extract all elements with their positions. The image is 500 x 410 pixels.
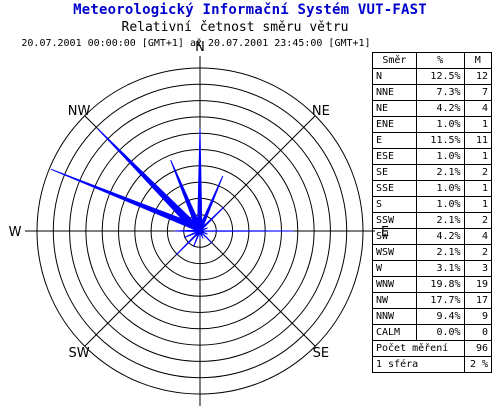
row-count: 4 <box>463 228 493 245</box>
row-count: 17 <box>463 292 493 309</box>
row-count: 7 <box>463 84 493 101</box>
time-period: 20.07.2001 00:00:00 [GMT+1] až 20.07.200… <box>21 38 371 49</box>
row-percent: 17.7% <box>415 292 465 309</box>
row-direction: W <box>372 260 417 277</box>
total-row-label: Počet měření <box>372 340 465 357</box>
row-direction: SSW <box>372 212 417 229</box>
sphere-row-label: 1 sféra <box>372 356 465 373</box>
compass-label-sw: SW <box>69 346 90 361</box>
total-row-value: 96 <box>463 340 493 357</box>
table-row: W 3.1% 3 <box>372 260 493 277</box>
row-percent: 9.4% <box>415 308 465 325</box>
row-count: 11 <box>463 132 493 149</box>
row-direction: CALM <box>372 324 417 341</box>
rose-area <box>50 128 294 256</box>
sphere-row: 1 sféra 2 % <box>372 356 493 373</box>
row-percent: 1.0% <box>415 116 465 133</box>
header-count: M <box>463 52 493 69</box>
table-row: ENE 1.0% 1 <box>372 116 493 133</box>
table-row: SE 2.1% 2 <box>372 164 493 181</box>
table-row: CALM 0.0% 0 <box>372 324 493 341</box>
row-count: 2 <box>463 244 493 261</box>
sphere-row-value: 2 % <box>463 356 493 373</box>
row-count: 2 <box>463 212 493 229</box>
row-direction: SW <box>372 228 417 245</box>
table-row: S 1.0% 1 <box>372 196 493 213</box>
compass-label-se: SE <box>313 346 329 361</box>
row-count: 19 <box>463 276 493 293</box>
table-row: SSW 2.1% 2 <box>372 212 493 229</box>
row-count: 2 <box>463 164 493 181</box>
total-row: Počet měření 96 <box>372 340 493 357</box>
row-percent: 3.1% <box>415 260 465 277</box>
compass-label-ne: NE <box>312 104 330 119</box>
row-count: 3 <box>463 260 493 277</box>
chart-subtitle: Relativní četnost směru větru <box>121 20 349 35</box>
row-percent: 7.3% <box>415 84 465 101</box>
table-row: SW 4.2% 4 <box>372 228 493 245</box>
row-direction: WSW <box>372 244 417 261</box>
row-direction: ENE <box>372 116 417 133</box>
row-direction: SSE <box>372 180 417 197</box>
row-count: 1 <box>463 180 493 197</box>
header-percent: % <box>415 52 465 69</box>
table-row: NE 4.2% 4 <box>372 100 493 117</box>
frequency-table: Směr % M N 12.5% 12 NNE 7.3% 7 NE 4.2% 4 ENE 1.0% 1… <box>372 52 493 373</box>
table-row: NNE 7.3% 7 <box>372 84 493 101</box>
row-count: 12 <box>463 68 493 85</box>
row-percent: 1.0% <box>415 180 465 197</box>
table-row: N 12.5% 12 <box>372 68 493 85</box>
row-count: 1 <box>463 116 493 133</box>
row-direction: N <box>372 68 417 85</box>
row-percent: 1.0% <box>415 196 465 213</box>
row-percent: 4.2% <box>415 100 465 117</box>
table-row: ESE 1.0% 1 <box>372 148 493 165</box>
row-percent: 1.0% <box>415 148 465 165</box>
row-direction: NW <box>372 292 417 309</box>
row-direction: ESE <box>372 148 417 165</box>
row-count: 9 <box>463 308 493 325</box>
row-percent: 2.1% <box>415 164 465 181</box>
table-row: WSW 2.1% 2 <box>372 244 493 261</box>
row-percent: 11.5% <box>415 132 465 149</box>
header-direction: Směr <box>372 52 417 69</box>
row-direction: NNE <box>372 84 417 101</box>
table-row: WNW 19.8% 19 <box>372 276 493 293</box>
compass-label-w: W <box>9 225 22 240</box>
row-count: 0 <box>463 324 493 341</box>
table-header-row: Směr % M <box>372 52 493 69</box>
row-direction: NE <box>372 100 417 117</box>
table-row: NW 17.7% 17 <box>372 292 493 309</box>
row-count: 4 <box>463 100 493 117</box>
frequency-table-container: Směr % M N 12.5% 12 NNE 7.3% 7 NE 4.2% 4 ENE 1.0% 1… <box>372 52 493 373</box>
compass-label-nw: NW <box>68 104 91 119</box>
row-direction: SE <box>372 164 417 181</box>
row-percent: 19.8% <box>415 276 465 293</box>
row-percent: 0.0% <box>415 324 465 341</box>
row-direction: WNW <box>372 276 417 293</box>
row-count: 1 <box>463 148 493 165</box>
row-percent: 12.5% <box>415 68 465 85</box>
compass-label-n: N <box>195 40 205 55</box>
table-row: E 11.5% 11 <box>372 132 493 149</box>
row-direction: E <box>372 132 417 149</box>
app-title: Meteorologický Informační Systém VUT-FAS… <box>73 2 427 18</box>
row-percent: 2.1% <box>415 244 465 261</box>
row-count: 1 <box>463 196 493 213</box>
table-row: NNW 9.4% 9 <box>372 308 493 325</box>
row-percent: 4.2% <box>415 228 465 245</box>
row-percent: 2.1% <box>415 212 465 229</box>
row-direction: S <box>372 196 417 213</box>
table-row: SSE 1.0% 1 <box>372 180 493 197</box>
row-direction: NNW <box>372 308 417 325</box>
